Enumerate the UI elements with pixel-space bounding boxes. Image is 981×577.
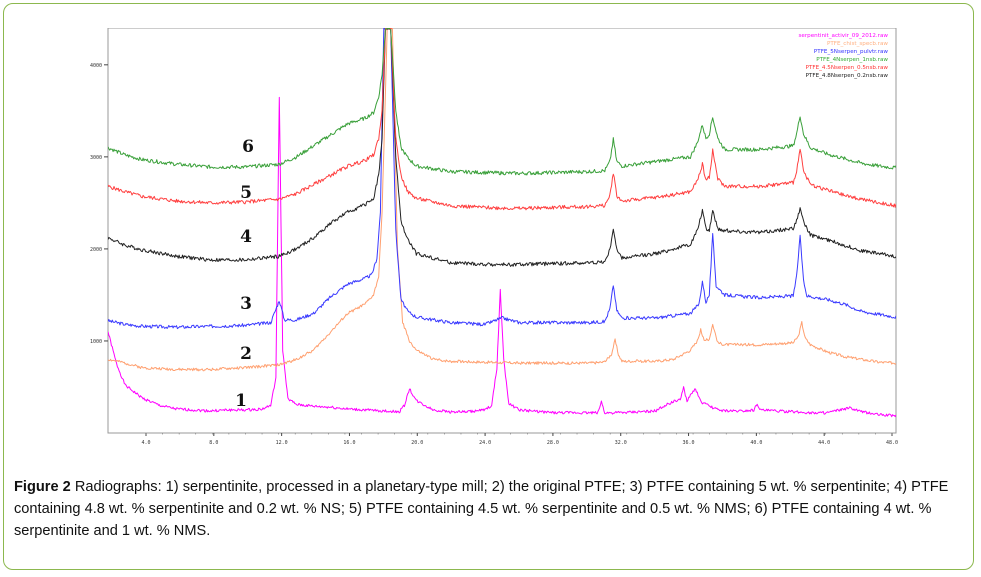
series-number-label: 4 xyxy=(240,227,252,247)
caption-text: Radiographs: 1) serpentinite, processed … xyxy=(14,479,949,539)
caption-label: Figure 2 xyxy=(14,479,71,495)
series-line-4 xyxy=(108,28,896,267)
legend-entry: PTFE_4.8Nserpen_0.2nsb.raw xyxy=(806,73,889,79)
plot-area xyxy=(107,28,897,434)
x-tick-label: 24.0 xyxy=(479,440,491,446)
series-number-label: 3 xyxy=(240,294,252,314)
legend-entry: serpentinit_activir_09_2012.raw xyxy=(799,33,889,39)
x-tick-label: 48.0 xyxy=(886,440,898,446)
x-tick-label: 20.0 xyxy=(411,440,423,446)
legend: serpentinit_activir_09_2012.raw PTFE_chis… xyxy=(799,33,889,79)
x-tick-label: 28.0 xyxy=(547,440,559,446)
legend-entry: PTFE_chist_specb.raw xyxy=(827,41,888,47)
x-tick-label: 12.0 xyxy=(276,440,288,446)
xrd-chart: 1000 2000 3000 4000 4.0 8.0 12.0 16.0 20.0 24.0 28… xyxy=(78,28,901,451)
y-tick-label: 4000 xyxy=(90,63,102,69)
series-line-2 xyxy=(108,28,896,372)
y-tick-label: 1000 xyxy=(90,339,102,345)
x-tick-label: 8.0 xyxy=(209,440,218,446)
series-number-label: 1 xyxy=(235,391,247,411)
legend-entry: PTFE_5Nserpen_pulvtr.raw xyxy=(814,49,889,55)
legend-entry: PTFE_4.5Nserpen_0.5nsb.raw xyxy=(806,65,889,71)
legend-entry: PTFE_4Nserpen_1nsb.raw xyxy=(816,57,888,63)
x-tick-label: 4.0 xyxy=(141,440,150,446)
series-number-label: 2 xyxy=(240,344,252,364)
x-tick-label: 16.0 xyxy=(343,440,355,446)
series-line-6 xyxy=(108,28,896,176)
x-tick-label: 44.0 xyxy=(818,440,830,446)
x-tick-label: 32.0 xyxy=(615,440,627,446)
series-line-5 xyxy=(108,28,896,211)
x-tick-label: 40.0 xyxy=(750,440,762,446)
series-line-1 xyxy=(108,96,896,418)
y-tick-label: 3000 xyxy=(90,155,102,161)
y-tick-label: 2000 xyxy=(90,247,102,253)
series-group xyxy=(108,28,896,418)
series-number-label: 6 xyxy=(242,137,254,157)
series-line-3 xyxy=(108,28,896,330)
chart-svg: 1000 2000 3000 4000 4.0 8.0 12.0 16.0 20.0 24.0 28… xyxy=(90,28,898,446)
x-tick-label: 36.0 xyxy=(683,440,695,446)
figure-caption: Figure 2 Radiographs: 1) serpentinite, p… xyxy=(14,476,964,542)
series-number-label: 5 xyxy=(240,183,252,203)
